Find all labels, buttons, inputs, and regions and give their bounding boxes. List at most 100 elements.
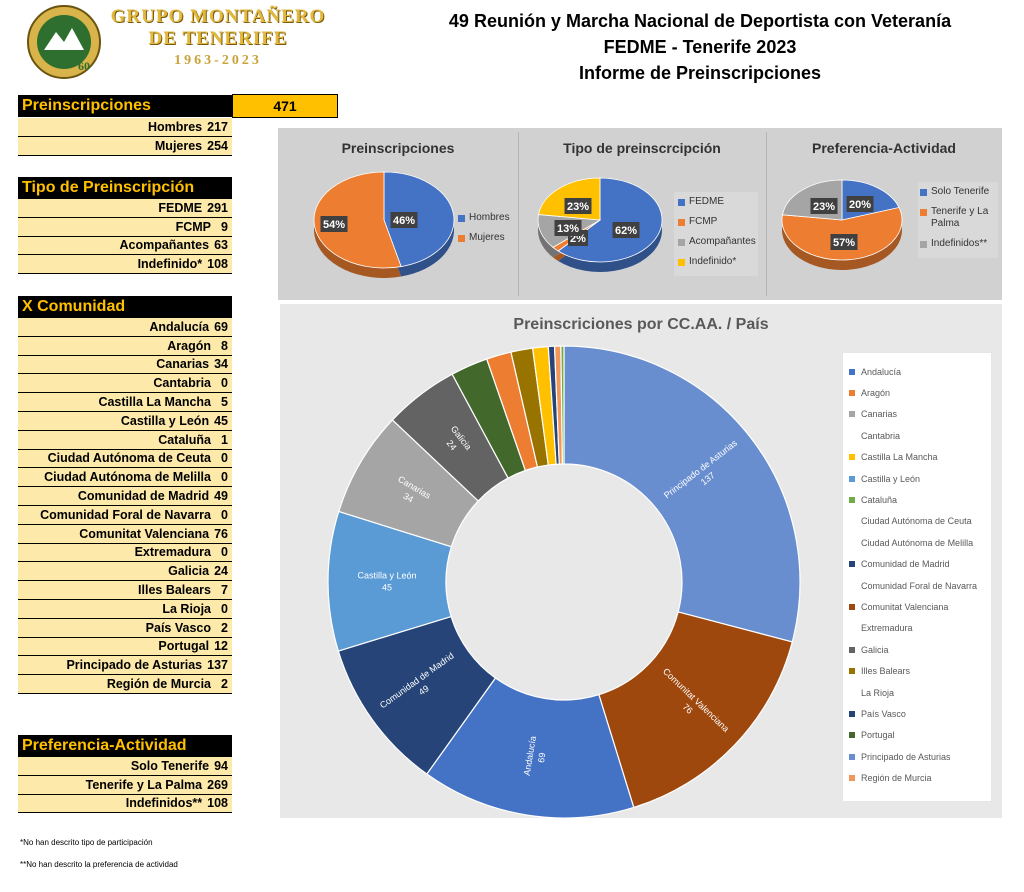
row-value: 137	[207, 658, 228, 673]
legend-label: Indefinidos**	[931, 238, 988, 249]
legend-item-indefinidos: Indefinidos**	[920, 238, 996, 250]
title-line2: FEDME - Tenerife 2023	[603, 37, 797, 57]
table-row-castilla-y-leon: Castilla y León 45	[18, 411, 232, 431]
row-label: La Rioja	[162, 601, 211, 616]
legend-preferencia: Solo Tenerife Tenerife y La Palma Indefini…	[918, 182, 998, 258]
table-row-ciudad-autonoma-de-melilla: Ciudad Autónoma de Melilla 0	[18, 468, 232, 488]
club-years: 1963-2023	[174, 53, 262, 68]
row-label: Tenerife y La Palma	[85, 777, 203, 792]
pie-slice-hombres	[383, 171, 455, 267]
table-row-cataluna: Cataluña 1	[18, 430, 232, 450]
row-value: 12	[214, 639, 228, 654]
legend-item-ciudad-autonoma-de-melilla: Ciudad Autónoma de Melilla	[849, 532, 985, 553]
row-value: 1	[221, 432, 228, 447]
table-row-region-de-murcia: Región de Murcia 2	[18, 675, 232, 694]
data-label-bg	[320, 216, 348, 232]
pie-tipo-de-preinscrcipcion: 62%2%13%23%	[537, 177, 663, 272]
table-row-comunidad-foral-de-navarra: Comunidad Foral de Navarra 0	[18, 505, 232, 525]
data-label-bg	[390, 212, 418, 228]
data-label-indefinido: 23%	[567, 201, 589, 213]
table-row-castilla-la-mancha: Castilla La Mancha 5	[18, 393, 232, 412]
legend-label: Illes Balears	[861, 666, 911, 677]
club-name-line2: DE TENERIFE	[148, 28, 288, 49]
legend-swatch	[849, 411, 855, 418]
legend-label: Hombres	[469, 212, 510, 223]
row-value: 63	[214, 238, 228, 253]
legend-label: Principado de Asturias	[861, 751, 951, 762]
comunidad-chart-panel: Principado de Asturias 137 Comunitat Valen…	[280, 304, 1002, 818]
pie-preinscripciones: 46% 54%	[313, 171, 455, 278]
table-row-portugal: Portugal 12	[18, 637, 232, 657]
slice-category-label: Castilla y León	[357, 570, 416, 580]
legend-item-cantabria: Cantabria	[849, 425, 985, 446]
legend-item-comunidad-de-madrid: Comunidad de Madrid	[849, 554, 985, 575]
legend-swatch	[920, 209, 927, 216]
title-line1: 49 Reunión y Marcha Nacional de Deportis…	[448, 11, 952, 31]
table-row-acompanantes: Acompañantes 63	[18, 236, 232, 256]
legend-item-castilla-y-leon: Castilla y León	[849, 468, 985, 489]
logo-anniversary-text: 60	[78, 59, 90, 73]
legend-item-la-rioja: La Rioja	[849, 682, 985, 703]
legend-label: Portugal	[861, 730, 895, 741]
legend-swatch	[678, 219, 685, 226]
row-label: Mujeres	[154, 138, 203, 153]
row-label: Región de Murcia	[106, 677, 211, 692]
row-value: 94	[214, 758, 228, 773]
row-label: Castilla y León	[120, 413, 210, 428]
table-row-canarias: Canarias 34	[18, 355, 232, 375]
legend-swatch	[849, 732, 855, 739]
row-label: Andalucía	[149, 319, 210, 334]
total-preinscripciones: 471	[232, 94, 338, 118]
legend-item-principado-de-asturias: Principado de Asturias	[849, 746, 985, 767]
row-value: 24	[214, 564, 228, 579]
legend-item-fcmp: FCMP	[678, 216, 754, 228]
comunidad-header: X Comunidad	[18, 296, 232, 318]
row-label: Extremadura	[134, 545, 211, 560]
data-label-bg	[564, 198, 592, 214]
data-label-bg	[554, 220, 582, 236]
slice-value-label: 34	[401, 491, 415, 505]
legend-item-hombres: Hombres	[458, 212, 518, 224]
data-label-bg	[612, 222, 640, 238]
legend-label: Castilla y León	[861, 473, 921, 484]
tipo-table: FEDME 291 FCMP 9 Acompañantes 63 Indefinido* 10…	[18, 199, 232, 275]
legend-item-mujeres: Mujeres	[458, 232, 518, 244]
table-row-pais-vasco: País Vasco 2	[18, 618, 232, 638]
table-row-illes-balears: Illes Balears 7	[18, 581, 232, 600]
comunidad-table: Andalucía 69 Aragón 8 Canarias 34 Cantabria 0 Ca…	[18, 318, 232, 694]
legend-label: Solo Tenerife	[931, 186, 990, 197]
tipo-header: Tipo de Preinscripción	[18, 177, 232, 199]
row-label: Indefinido*	[137, 257, 203, 272]
row-label: Cantabria	[153, 376, 211, 391]
doughnut-slice-andalucia	[425, 677, 635, 818]
data-label-indefinidos: 23%	[813, 201, 835, 213]
legend-label: Acompañantes	[689, 236, 756, 247]
preinscripciones-table: Hombres 217 Mujeres 254	[18, 118, 232, 156]
legend-swatch	[678, 199, 685, 206]
legend-label: La Rioja	[861, 687, 895, 698]
row-value: 0	[221, 451, 228, 466]
legend-item-galicia: Galicia	[849, 639, 985, 660]
row-label: Comunitat Valenciana	[79, 526, 210, 541]
legend-swatch	[849, 475, 855, 482]
legend-item-illes-balears: Illes Balears	[849, 660, 985, 681]
legend-label: Extremadura	[861, 623, 913, 634]
legend-label: Andalucía	[861, 366, 902, 377]
row-value: 291	[207, 200, 228, 215]
row-value: 269	[207, 777, 228, 792]
row-value: 254	[207, 138, 228, 153]
legend-label: Región de Murcia	[861, 773, 932, 784]
legend-swatch	[678, 239, 685, 246]
row-value: 8	[221, 338, 228, 353]
legend-item-region-de-murcia: Región de Murcia	[849, 767, 985, 788]
legend-label: Cantabria	[861, 430, 901, 441]
legend-swatch	[849, 603, 855, 610]
row-value: 7	[221, 583, 228, 598]
legend-item-cataluna: Cataluña	[849, 489, 985, 510]
club-name: GRUPO MONTAÑERO DE TENERIFE 1963-2023	[108, 6, 328, 72]
chart-title-preinscripciones: Preinscripciones	[341, 140, 455, 156]
legend-swatch	[458, 215, 465, 222]
row-value: 0	[221, 601, 228, 616]
legend-label: Canarias	[861, 409, 898, 420]
